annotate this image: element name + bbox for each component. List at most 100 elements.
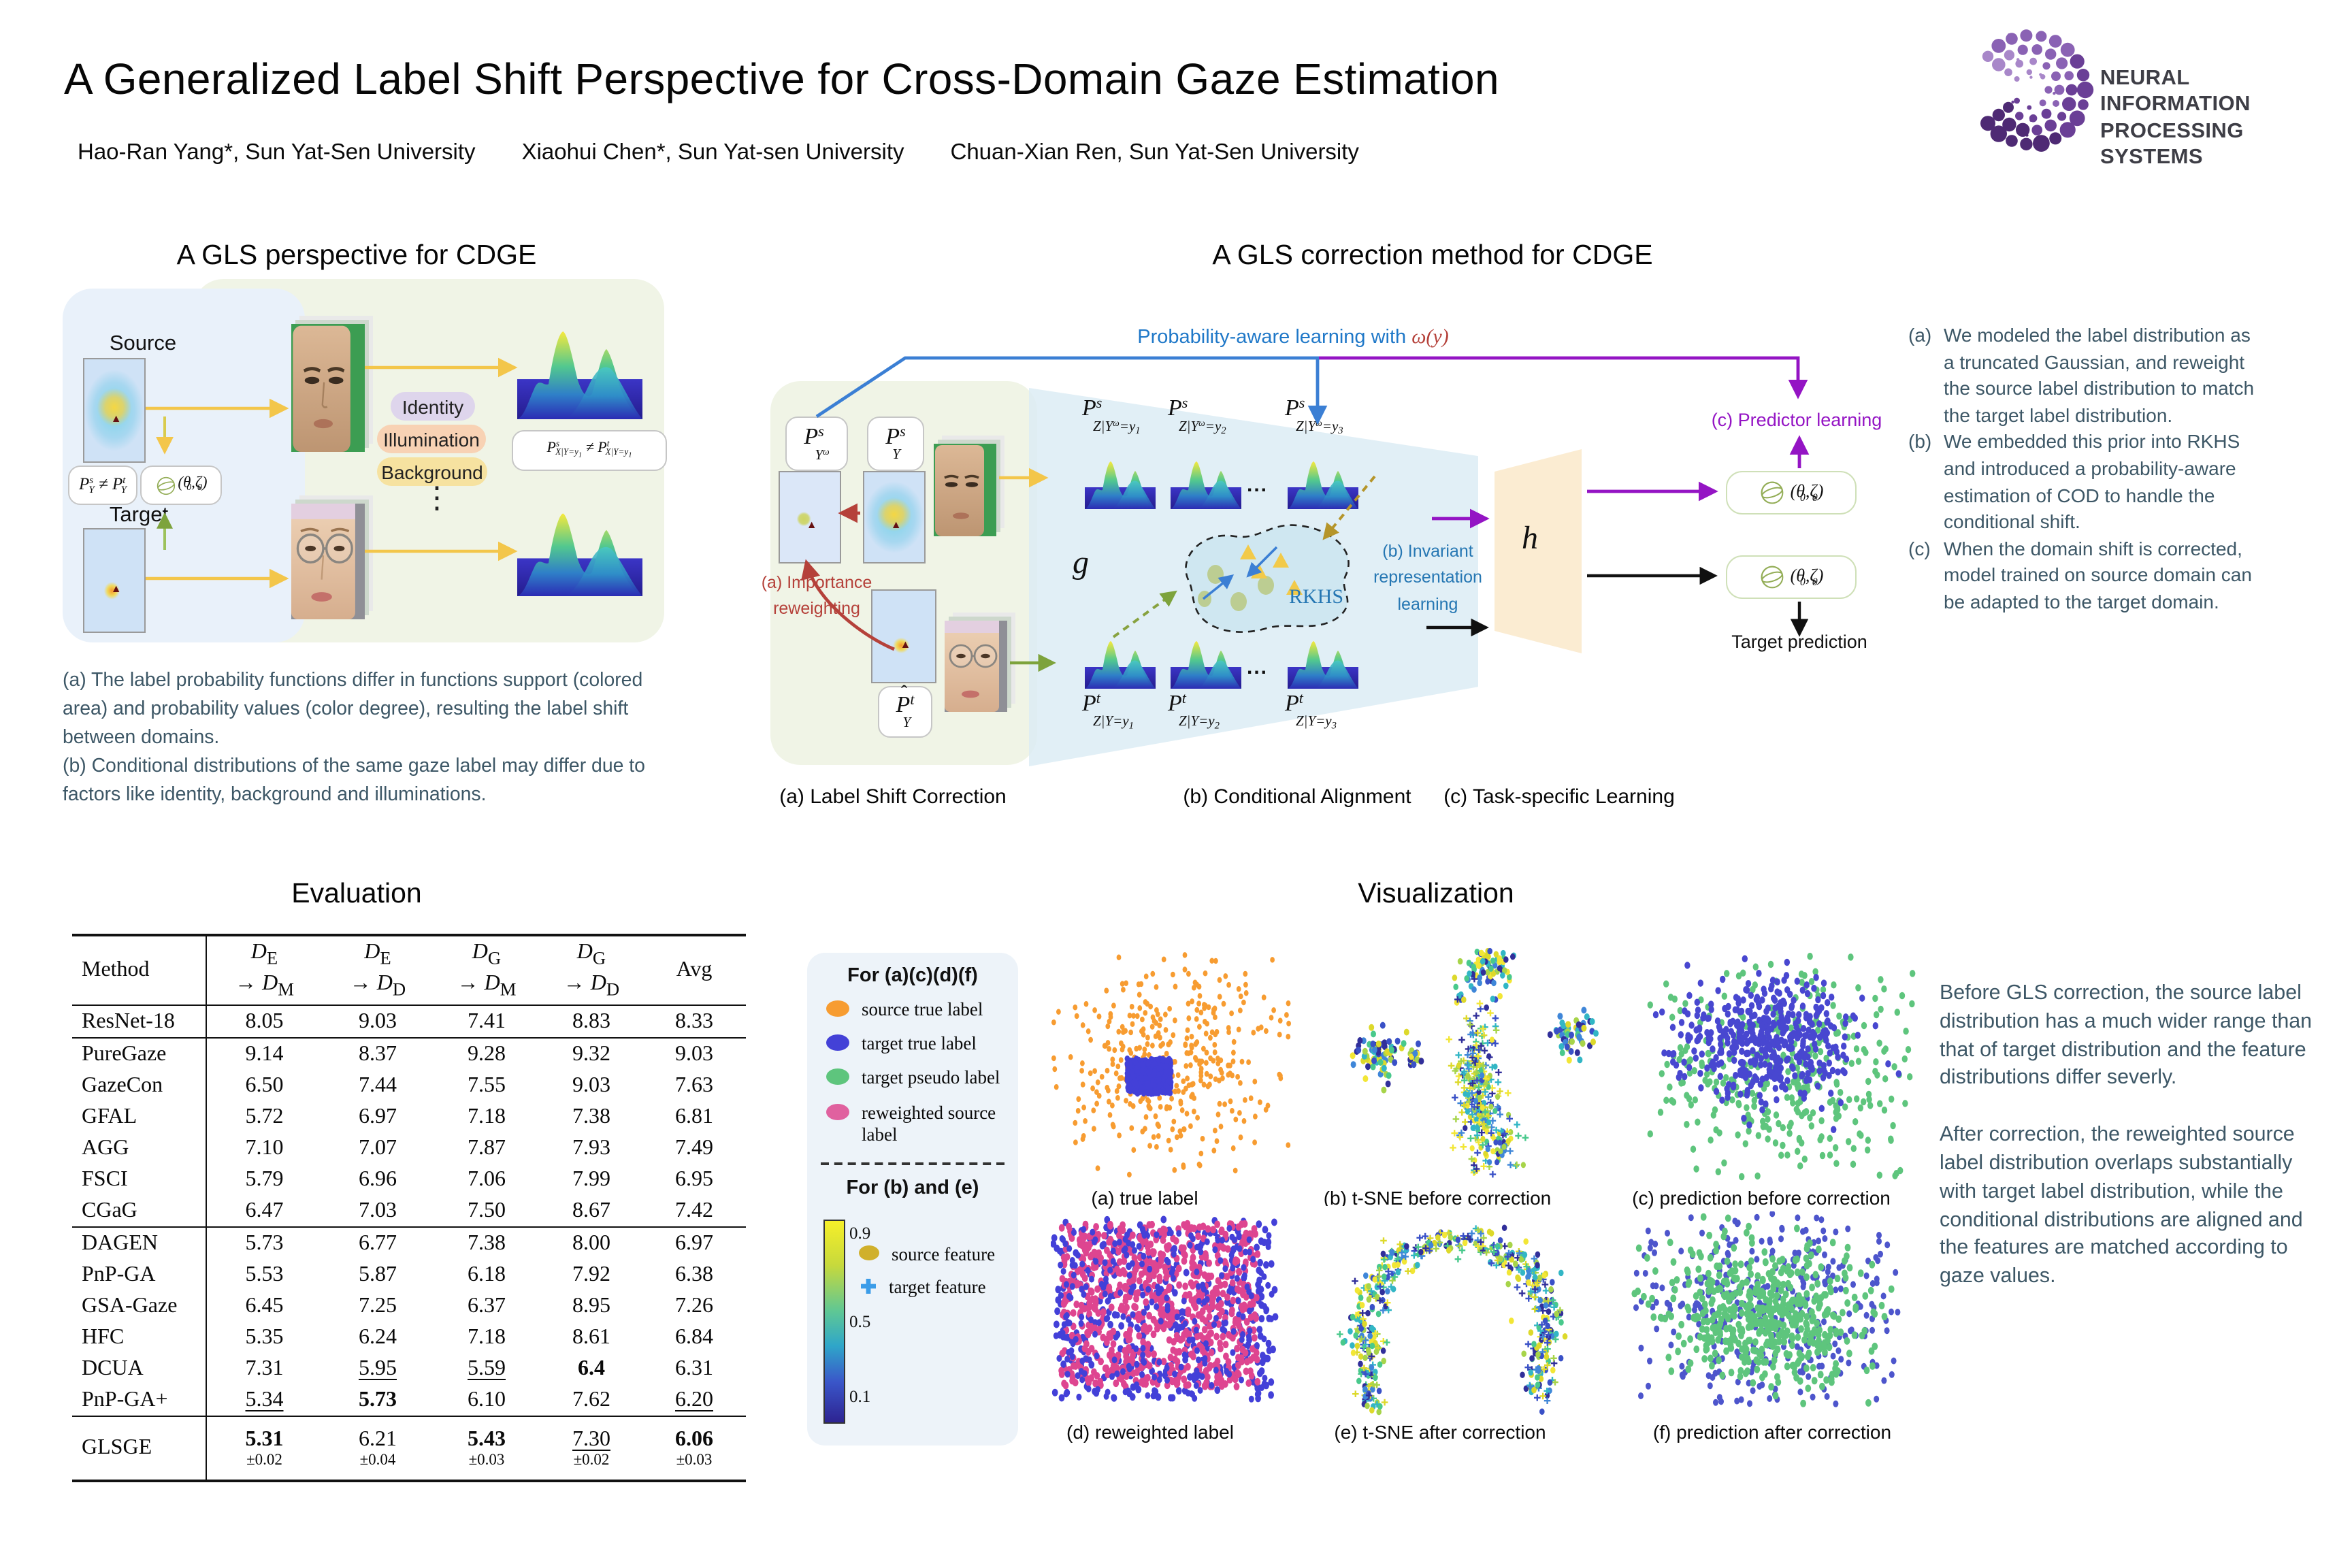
conditional-shift-formula: PsX|Y=y1 ≠ PtX|Y=y1 [512, 430, 667, 471]
contribution-item: (a) We modeled the label distribution as … [1908, 323, 2257, 429]
author: Xiaohui Chen*, Sun Yat-sen University [521, 140, 904, 165]
source-face-photo [291, 324, 365, 452]
neurips-logo-text: NEURAL INFORMATION PROCESSING SYSTEMS [2100, 67, 2251, 169]
cond-surface [1085, 637, 1156, 689]
legend-marker [826, 1000, 849, 1017]
source-label: Source [109, 332, 177, 355]
visualization-legend: For (a)(c)(d)(f) source true label target… [807, 953, 1018, 1446]
factor-pill-background: Background [377, 457, 487, 486]
contribution-text: When the domain shift is corrected, mode… [1944, 537, 2252, 612]
legend-colorbar [823, 1220, 845, 1424]
legend-divider [821, 1162, 1004, 1165]
cond-formula: PtZ|Y=y2 [1168, 691, 1250, 730]
author: Hao-Ran Yang*, Sun Yat-Sen University [78, 140, 476, 165]
colorbar-tick: 0.1 [849, 1387, 871, 1407]
label-shift-formula: PsY ≠ PtY [68, 466, 137, 505]
gaze-sphere-icon [154, 474, 176, 496]
predictor-output-pill-1: (θ0,ζ0) [1726, 471, 1857, 514]
legend-marker [826, 1068, 849, 1085]
legend-item: reweighted source label [826, 1102, 1018, 1146]
plot-caption-f: (f) prediction after correction [1652, 1421, 1892, 1443]
correction-caption-b: (b) Conditional Alignment [1183, 785, 1411, 808]
factor-pill-illumination: Illumination [377, 425, 486, 453]
legend-feature-item: target feature [859, 1277, 1015, 1301]
target-face-photo [291, 504, 365, 619]
legend-marker [826, 1103, 849, 1120]
legend-label: source feature [892, 1244, 996, 1264]
cond-formula: Ps Z|Yω=y2 [1168, 395, 1226, 437]
target-label-heatmap [83, 528, 146, 633]
legend-marker [826, 1034, 849, 1051]
legend-feature-item: source feature [859, 1244, 1015, 1266]
source-feature-dot-icon [859, 1245, 879, 1260]
section-title-correction: A GLS correction method for CDGE [1212, 240, 1653, 271]
source-conditional-surface [517, 324, 642, 419]
scatter-plot-c [1647, 952, 1919, 1181]
gaze-sphere-icon [1759, 564, 1786, 591]
colorbar-tick: 0.5 [849, 1312, 871, 1332]
legend-items: source true label target true label target… [807, 999, 1018, 1146]
neurips-logo: NEURAL INFORMATION PROCESSING SYSTEMS [1968, 16, 2311, 182]
evaluation-table: Method DE → DM DE → DD DG → DM DG → DD Avg ResNet-… [72, 934, 746, 1482]
source-label-map [863, 471, 926, 564]
legend-label: target true label [862, 1033, 977, 1054]
scatter-plot-d [1050, 1211, 1309, 1416]
plot-caption-c: (c) prediction before correction [1632, 1187, 1891, 1209]
perspective-caption: (a) The label probability functions diff… [63, 667, 678, 810]
source-label-heatmap [83, 358, 146, 463]
predictor-output-pill-2: (θ0,ζ0) [1726, 555, 1857, 599]
contribution-item: (c) When the domain shift is corrected, m… [1908, 536, 2257, 617]
source-dist-pill: Ps Y [867, 416, 924, 471]
legend-label: source true label [862, 999, 983, 1019]
plot-caption-d: (d) reweighted label [1066, 1421, 1234, 1443]
colorbar-tick: 0.9 [849, 1224, 871, 1243]
cond-formula: Ps Z|Yω=y1 [1082, 395, 1141, 437]
probability-aware-label: Probability-aware learning with ω(y) [1137, 327, 1449, 348]
cond-surface [1288, 457, 1358, 509]
rkhs-label: RKHS [1289, 587, 1344, 608]
scatter-plot-a [1051, 947, 1309, 1181]
plot-caption-b: (b) t-SNE before correction [1323, 1187, 1552, 1209]
contribution-text: We embedded this prior into RKHS and int… [1944, 430, 2240, 533]
contribution-tag: (b) [1908, 430, 1932, 453]
scatter-plot-b [1349, 947, 1605, 1181]
target-feature-cross-icon [859, 1277, 878, 1301]
legend-item: target true label [826, 1033, 1018, 1055]
legend-item: source true label [826, 999, 1018, 1021]
neurips-logo-icon [1968, 16, 2097, 169]
scatter-plot-e [1320, 1206, 1592, 1418]
legend-label: reweighted source label [862, 1102, 996, 1145]
cond-surface [1288, 637, 1358, 689]
predictor-learning-label: (c) Predictor learning [1711, 410, 1882, 430]
contribution-item: (b) We embedded this prior into RKHS and … [1908, 429, 2257, 536]
ellipsis-top: ... [1247, 474, 1269, 497]
factor-pill-identity: Identity [391, 392, 475, 421]
authors-line: Hao-Ran Yang*, Sun Yat-Sen University Xia… [78, 140, 1405, 166]
target-conditional-surface [517, 506, 642, 596]
source-face-photo-2 [934, 444, 996, 536]
contributions-list: (a) We modeled the label distribution as … [1908, 323, 2257, 616]
cond-surface [1171, 457, 1241, 509]
predictor-trapezoid [1494, 449, 1582, 653]
plot-caption-e: (e) t-SNE after correction [1334, 1421, 1546, 1443]
plot-caption-a: (a) true label [1091, 1187, 1198, 1209]
legend-group1-title: For (a)(c)(d)(f) [847, 965, 978, 987]
page-title: A Generalized Label Shift Perspective fo… [64, 54, 1499, 103]
contribution-tag: (a) [1908, 324, 1932, 346]
visualization-discussion: Before GLS correction, the source label … [1940, 980, 2334, 1320]
discussion-paragraph: Before GLS correction, the source label … [1940, 981, 2313, 1090]
section-title-visualization: Visualization [1358, 878, 1514, 909]
cond-surface [1085, 457, 1156, 509]
importance-reweighting-label: (a) Importance reweighting [761, 573, 872, 618]
ellipsis-bottom: ... [1247, 656, 1269, 679]
legend-group2-title: For (b) and (e) [846, 1177, 979, 1199]
legend-feature-items: source feature target feature [859, 1239, 1015, 1313]
correction-caption-c: (c) Task-specific Learning [1443, 785, 1675, 808]
invariant-learning-label: (b) Invariant representation learning [1373, 542, 1482, 614]
correction-caption-a: (a) Label Shift Correction [779, 785, 1007, 808]
contribution-text: We modeled the label distribution as a t… [1944, 324, 2255, 426]
scatter-plot-f [1629, 1210, 1901, 1410]
encoder-g-label: g [1073, 546, 1089, 581]
legend-item: target pseudo label [826, 1068, 1018, 1090]
